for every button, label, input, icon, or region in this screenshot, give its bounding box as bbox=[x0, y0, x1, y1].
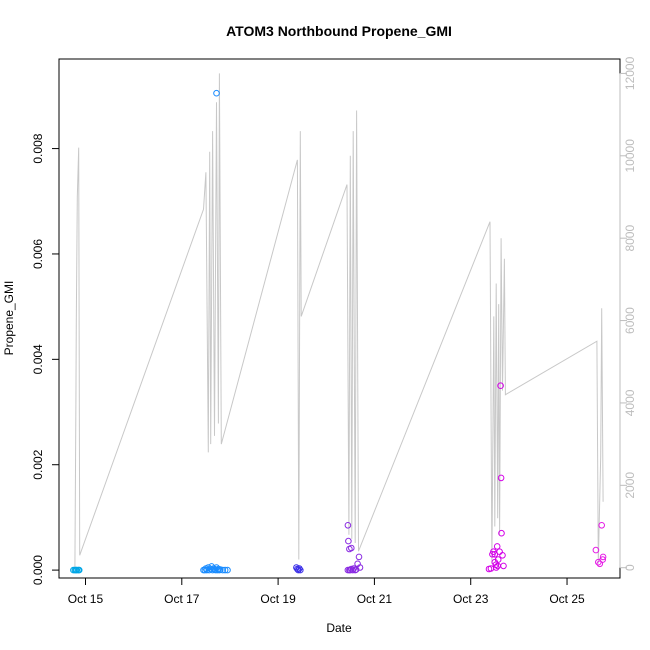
x-tick-label: Oct 21 bbox=[357, 592, 393, 606]
y2-tick-label: 12000 bbox=[623, 56, 637, 90]
data-point bbox=[500, 562, 507, 570]
y-tick-label: 0.006 bbox=[31, 239, 45, 269]
data-point bbox=[496, 548, 503, 556]
data-point bbox=[221, 566, 229, 574]
data-point bbox=[344, 522, 352, 529]
x-axis: Oct 15 Oct 17 Oct 19 Oct 21 Oct 23 Oct 25 bbox=[68, 577, 585, 606]
y-axis-label: Propene_GMI bbox=[2, 281, 16, 356]
x-tick-label: Oct 23 bbox=[453, 592, 489, 606]
data-point bbox=[598, 522, 606, 529]
y2-tick-label: 10000 bbox=[623, 139, 637, 173]
chart-title: ATOM3 Northbound Propene_GMI bbox=[226, 23, 452, 39]
data-point bbox=[494, 562, 502, 570]
data-point bbox=[355, 553, 363, 561]
x-tick-label: Oct 25 bbox=[549, 592, 585, 606]
data-point bbox=[296, 565, 303, 572]
data-point bbox=[352, 566, 360, 573]
data-point bbox=[592, 546, 600, 554]
series-line-path bbox=[74, 73, 604, 568]
data-point bbox=[599, 556, 607, 563]
data-point bbox=[217, 566, 224, 573]
data-point bbox=[295, 566, 302, 574]
x-tick-label: Oct 17 bbox=[164, 592, 200, 606]
data-point bbox=[497, 382, 504, 390]
y2-tick-label: 4000 bbox=[623, 389, 637, 416]
y-tick-label: 0.004 bbox=[31, 344, 45, 374]
plot-frame bbox=[58, 58, 621, 579]
y-tick-label: 0.002 bbox=[31, 449, 45, 479]
y-axis-left: 0.000 0.002 0.004 0.006 0.008 bbox=[31, 133, 60, 585]
data-point bbox=[599, 553, 607, 561]
data-point bbox=[348, 565, 355, 573]
data-point bbox=[75, 566, 83, 574]
y2-tick-label: 0 bbox=[623, 564, 637, 571]
y2-tick-label: 6000 bbox=[623, 307, 637, 334]
data-points bbox=[70, 89, 607, 574]
x-tick-label: Oct 15 bbox=[68, 592, 104, 606]
data-point bbox=[219, 566, 226, 574]
y-tick-label: 0.000 bbox=[31, 555, 45, 585]
y-tick-label: 0.008 bbox=[31, 133, 45, 163]
y2-tick-label: 2000 bbox=[623, 472, 637, 499]
x-tick-label: Oct 19 bbox=[260, 592, 296, 606]
data-point bbox=[498, 529, 505, 537]
data-point bbox=[356, 564, 364, 571]
data-point bbox=[224, 566, 231, 574]
data-point bbox=[497, 474, 505, 482]
data-point bbox=[348, 544, 355, 552]
data-point bbox=[493, 543, 501, 550]
data-point bbox=[297, 566, 304, 574]
x-axis-label: Date bbox=[326, 621, 352, 635]
data-point bbox=[349, 566, 357, 574]
series-line bbox=[74, 73, 604, 568]
data-point bbox=[213, 89, 220, 97]
y2-tick-label: 8000 bbox=[623, 225, 637, 252]
data-point bbox=[210, 565, 217, 572]
y-axis-right: 0 2000 4000 6000 8000 10000 12000 bbox=[619, 56, 637, 571]
data-point bbox=[499, 552, 506, 559]
data-point bbox=[345, 537, 352, 545]
